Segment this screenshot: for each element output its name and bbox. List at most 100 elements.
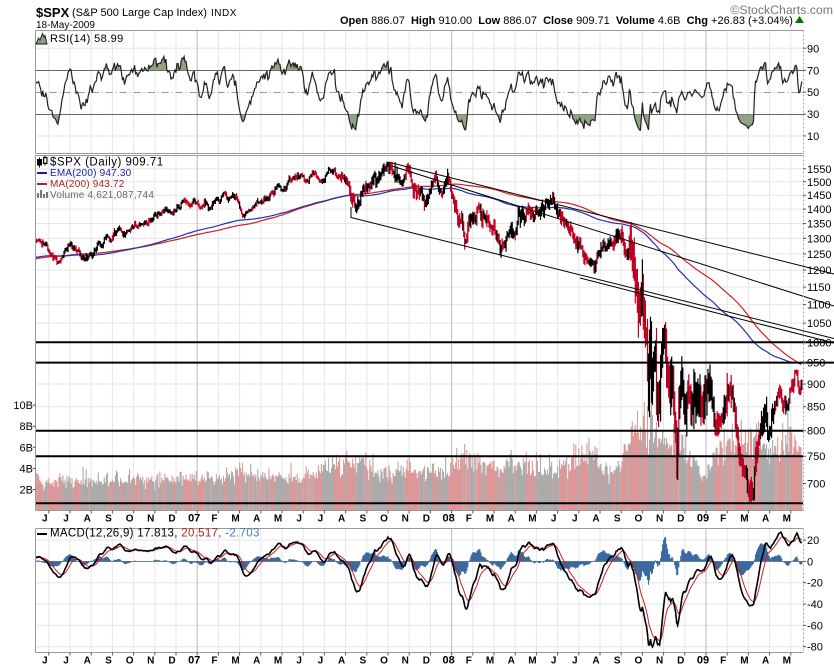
- svg-text:EMA(200) 947.30: EMA(200) 947.30: [50, 168, 132, 179]
- svg-text:20: 20: [807, 535, 819, 547]
- svg-text:1550: 1550: [807, 164, 831, 176]
- svg-text:O: O: [635, 656, 643, 667]
- svg-text:08: 08: [442, 513, 454, 525]
- svg-text:M: M: [486, 656, 494, 667]
- svg-text:A: A: [84, 514, 91, 525]
- svg-text:1300: 1300: [807, 233, 831, 245]
- svg-text:J: J: [551, 656, 557, 667]
- svg-text:$SPX (Daily) 909.71: $SPX (Daily) 909.71: [50, 157, 164, 169]
- svg-text:08: 08: [442, 655, 454, 667]
- svg-text:O: O: [380, 656, 388, 667]
- svg-text:1050: 1050: [807, 318, 831, 330]
- svg-text:0: 0: [807, 556, 813, 568]
- svg-text:M: M: [740, 656, 748, 667]
- svg-text:1400: 1400: [807, 204, 831, 216]
- svg-text:90: 90: [807, 43, 819, 55]
- svg-text:F: F: [211, 656, 217, 667]
- svg-text:M: M: [528, 656, 536, 667]
- svg-text:S: S: [614, 656, 621, 667]
- svg-text:S: S: [359, 656, 366, 667]
- svg-text:M: M: [528, 514, 536, 525]
- svg-text:F: F: [211, 514, 217, 525]
- svg-text:2B: 2B: [20, 485, 33, 497]
- svg-text:J: J: [42, 656, 48, 667]
- svg-text:D: D: [423, 656, 430, 667]
- svg-text:O: O: [635, 514, 643, 525]
- svg-text:750: 750: [807, 451, 825, 463]
- svg-text:1200: 1200: [807, 265, 831, 277]
- svg-text:1450: 1450: [807, 190, 831, 202]
- svg-text:F: F: [720, 514, 726, 525]
- svg-text:MACD(12,26,9) 17.813, 20.517,: MACD(12,26,9) 17.813, 20.517, -2.703: [50, 528, 260, 540]
- svg-text:N: N: [147, 656, 154, 667]
- svg-text:850: 850: [807, 402, 825, 414]
- svg-text:J: J: [318, 656, 324, 667]
- svg-text:J: J: [296, 514, 302, 525]
- svg-text:10: 10: [807, 131, 819, 143]
- svg-text:S: S: [359, 514, 366, 525]
- svg-text:A: A: [762, 514, 769, 525]
- svg-text:Volume 4,621,087,744: Volume 4,621,087,744: [50, 190, 154, 201]
- svg-text:A: A: [253, 514, 260, 525]
- svg-text:8B: 8B: [20, 421, 33, 433]
- svg-text:J: J: [551, 514, 557, 525]
- svg-text:-80: -80: [807, 642, 823, 654]
- svg-text:A: A: [592, 656, 599, 667]
- svg-text:A: A: [253, 656, 260, 667]
- svg-text:07: 07: [188, 655, 200, 667]
- svg-text:O: O: [126, 656, 134, 667]
- svg-text:A: A: [338, 514, 345, 525]
- svg-text:09: 09: [697, 513, 709, 525]
- svg-text:J: J: [63, 656, 69, 667]
- svg-text:M: M: [231, 514, 239, 525]
- svg-text:D: D: [677, 514, 684, 525]
- svg-text:1150: 1150: [807, 282, 831, 294]
- svg-text:$SPX: $SPX: [36, 5, 70, 20]
- svg-text:J: J: [42, 514, 48, 525]
- svg-text:F: F: [466, 656, 472, 667]
- svg-text:J: J: [572, 514, 578, 525]
- svg-text:O: O: [126, 514, 134, 525]
- svg-text:S: S: [105, 656, 112, 667]
- svg-text:(S&P 500 Large Cap Index): (S&P 500 Large Cap Index): [72, 7, 207, 19]
- svg-text:J: J: [296, 656, 302, 667]
- svg-text:N: N: [402, 656, 409, 667]
- svg-text:900: 900: [807, 379, 825, 391]
- svg-text:6B: 6B: [20, 442, 33, 454]
- svg-text:M: M: [274, 656, 282, 667]
- svg-text:M: M: [274, 514, 282, 525]
- svg-text:M: M: [783, 656, 791, 667]
- svg-text:-20: -20: [807, 578, 823, 590]
- svg-text:09: 09: [697, 655, 709, 667]
- svg-text:N: N: [656, 514, 663, 525]
- svg-text:D: D: [677, 656, 684, 667]
- svg-text:N: N: [147, 514, 154, 525]
- svg-text:70: 70: [807, 65, 819, 77]
- svg-text:4B: 4B: [20, 463, 33, 475]
- svg-text:D: D: [423, 514, 430, 525]
- svg-text:J: J: [63, 514, 69, 525]
- svg-text:18-May-2009: 18-May-2009: [36, 20, 95, 31]
- svg-text:D: D: [168, 514, 175, 525]
- svg-text:A: A: [508, 514, 515, 525]
- svg-text:F: F: [466, 514, 472, 525]
- svg-text:A: A: [508, 656, 515, 667]
- svg-text:1500: 1500: [807, 177, 831, 189]
- svg-text:800: 800: [807, 426, 825, 438]
- svg-text:RSI(14) 58.99: RSI(14) 58.99: [50, 33, 124, 45]
- svg-text:A: A: [84, 656, 91, 667]
- svg-text:Open 886.07 High 910.00 Low: Open 886.07 High 910.00 Low 886.07 Close…: [340, 15, 796, 27]
- svg-text:S: S: [614, 514, 621, 525]
- svg-text:N: N: [656, 656, 663, 667]
- svg-text:©StockCharts.com: ©StockCharts.com: [730, 3, 833, 17]
- svg-text:A: A: [762, 656, 769, 667]
- svg-text:J: J: [572, 656, 578, 667]
- svg-text:10B: 10B: [13, 400, 33, 412]
- svg-text:1350: 1350: [807, 219, 831, 231]
- svg-text:D: D: [168, 656, 175, 667]
- svg-text:07: 07: [188, 513, 200, 525]
- svg-text:M: M: [486, 514, 494, 525]
- svg-text:INDX: INDX: [211, 8, 237, 19]
- svg-text:J: J: [318, 514, 324, 525]
- svg-text:M: M: [740, 514, 748, 525]
